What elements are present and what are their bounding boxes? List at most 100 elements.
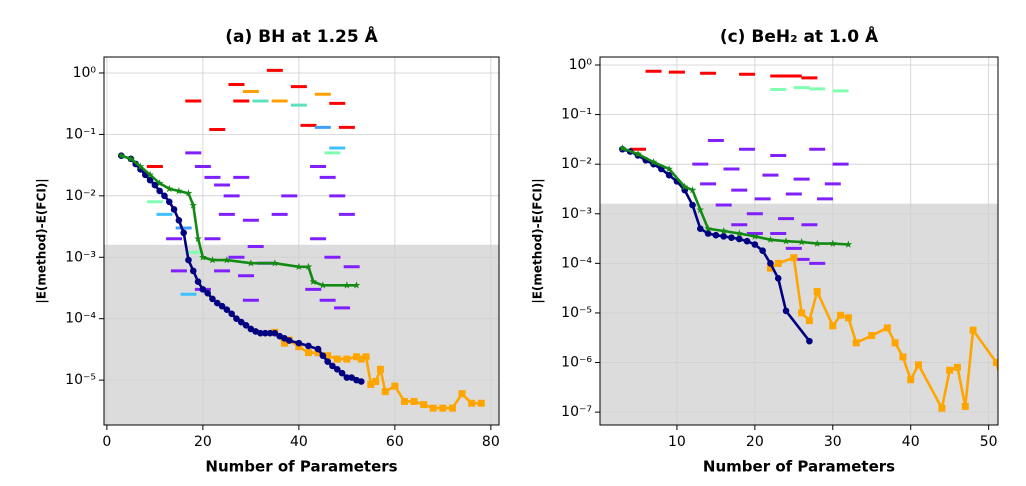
marker xyxy=(194,278,202,286)
marker xyxy=(829,239,837,247)
marker xyxy=(319,281,327,289)
marker xyxy=(271,259,279,267)
x-tick-label: 50 xyxy=(980,434,998,450)
plot-area xyxy=(618,69,1008,412)
marker xyxy=(774,259,782,267)
marker xyxy=(813,288,821,296)
marker xyxy=(223,306,231,314)
marker xyxy=(806,337,813,345)
marker xyxy=(237,318,245,326)
marker xyxy=(953,363,961,371)
x-tick-label: 30 xyxy=(824,434,842,450)
x-tick-label: 40 xyxy=(290,434,308,450)
marker xyxy=(961,402,969,410)
marker xyxy=(127,154,135,163)
marker xyxy=(720,233,727,240)
plot-area xyxy=(117,68,485,412)
marker xyxy=(165,198,173,206)
marker xyxy=(376,365,384,373)
marker xyxy=(688,186,697,194)
marker xyxy=(743,237,751,245)
marker xyxy=(704,224,712,232)
axes-frame xyxy=(103,56,500,426)
marker xyxy=(410,397,418,405)
y-tick-label: 10⁰ xyxy=(73,65,97,81)
marker xyxy=(704,230,712,237)
marker xyxy=(689,201,696,209)
marker xyxy=(439,404,447,412)
marker xyxy=(767,260,774,267)
marker xyxy=(156,187,163,195)
marker xyxy=(146,176,154,184)
y-tick-label: 10⁻³ xyxy=(65,249,96,265)
marker xyxy=(367,380,375,388)
marker xyxy=(213,299,221,307)
marker xyxy=(649,158,658,166)
y-tick-label: 10⁻⁴ xyxy=(561,255,592,271)
marker xyxy=(295,343,303,351)
marker xyxy=(324,358,331,365)
chart-title: (c) BeH₂ at 1.0 Å xyxy=(720,24,879,47)
y-tick-label: 10⁻¹ xyxy=(65,126,96,142)
accuracy-region xyxy=(104,244,499,425)
marker xyxy=(257,329,264,337)
marker xyxy=(907,376,915,384)
marker xyxy=(309,277,318,285)
marker xyxy=(372,377,380,385)
marker xyxy=(915,361,923,369)
x-tick-label: 80 xyxy=(482,434,500,450)
marker xyxy=(1001,389,1008,396)
marker xyxy=(805,317,813,325)
marker xyxy=(175,216,183,224)
marker xyxy=(343,355,351,363)
marker xyxy=(319,352,327,359)
marker xyxy=(680,182,689,190)
marker xyxy=(352,281,361,289)
marker xyxy=(199,253,207,261)
marker xyxy=(338,369,346,377)
marker xyxy=(946,366,954,374)
marker xyxy=(868,332,876,340)
marker xyxy=(209,295,216,303)
marker xyxy=(400,397,408,405)
marker xyxy=(161,192,168,200)
y-tick-label: 10⁻⁶ xyxy=(561,355,592,371)
marker xyxy=(189,267,197,275)
axes-frame xyxy=(599,56,999,426)
marker xyxy=(837,311,845,319)
marker xyxy=(813,239,821,247)
marker xyxy=(429,404,437,412)
marker xyxy=(468,399,476,407)
x-axis-label: Number of Parameters xyxy=(703,458,895,476)
marker xyxy=(352,353,360,361)
marker xyxy=(333,366,341,373)
marker xyxy=(458,390,466,398)
marker xyxy=(665,171,673,179)
marker xyxy=(199,286,207,293)
marker xyxy=(766,235,775,243)
marker xyxy=(891,339,899,347)
marker xyxy=(333,355,341,363)
marker xyxy=(728,234,735,241)
marker xyxy=(797,238,806,246)
marker xyxy=(233,315,240,322)
y-tick-label: 10⁻⁷ xyxy=(561,404,592,420)
marker xyxy=(696,205,705,214)
marker xyxy=(247,259,255,267)
marker xyxy=(618,144,627,152)
marker xyxy=(343,281,351,289)
marker xyxy=(798,309,806,317)
marker xyxy=(329,362,336,370)
x-tick-label: 0 xyxy=(102,434,111,450)
x-tick-label: 10 xyxy=(668,434,686,450)
marker xyxy=(304,262,313,270)
marker xyxy=(136,162,145,170)
marker xyxy=(774,274,782,282)
marker xyxy=(969,326,977,334)
marker xyxy=(759,247,766,254)
marker xyxy=(735,235,743,243)
marker xyxy=(477,399,485,407)
marker xyxy=(712,231,720,239)
marker xyxy=(782,237,790,245)
